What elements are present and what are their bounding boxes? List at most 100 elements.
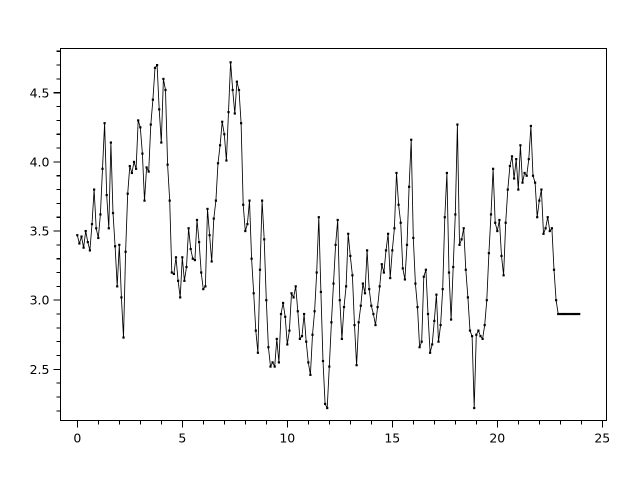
data-point bbox=[492, 167, 495, 170]
data-point bbox=[345, 285, 348, 288]
data-point bbox=[376, 306, 379, 309]
data-point bbox=[504, 221, 507, 224]
data-point bbox=[219, 144, 222, 147]
data-point bbox=[114, 245, 117, 248]
data-point bbox=[309, 373, 312, 376]
x-tick-label: 5 bbox=[178, 431, 186, 446]
data-point bbox=[135, 167, 138, 170]
data-point bbox=[172, 272, 175, 276]
data-point bbox=[567, 312, 570, 316]
data-point bbox=[462, 227, 465, 230]
x-tick-label: 10 bbox=[279, 431, 295, 446]
data-point bbox=[519, 144, 522, 147]
data-point bbox=[267, 346, 270, 349]
data-point bbox=[460, 238, 463, 241]
x-tick-label: 15 bbox=[384, 431, 400, 446]
data-point bbox=[531, 174, 535, 177]
data-point bbox=[151, 98, 154, 101]
data-point bbox=[536, 216, 539, 219]
data-point bbox=[193, 258, 196, 262]
data-point bbox=[195, 218, 199, 222]
y-axis-ticks bbox=[53, 50, 61, 412]
data-point bbox=[540, 188, 543, 191]
data-point bbox=[185, 265, 188, 269]
data-point bbox=[429, 351, 432, 354]
data-point bbox=[265, 299, 268, 302]
data-point bbox=[431, 343, 434, 346]
data-point bbox=[80, 235, 83, 238]
data-point bbox=[78, 242, 81, 245]
data-point bbox=[187, 227, 190, 230]
data-point bbox=[342, 306, 346, 309]
data-point bbox=[122, 336, 125, 339]
data-point bbox=[363, 292, 367, 295]
data-point bbox=[527, 158, 530, 161]
data-point bbox=[296, 310, 299, 313]
data-series bbox=[76, 61, 581, 410]
data-point bbox=[361, 282, 364, 285]
data-point bbox=[544, 227, 547, 230]
data-point bbox=[160, 141, 163, 144]
data-point bbox=[128, 164, 131, 168]
y-axis-tick-labels: 2.5 3.0 3.5 4.0 4.5 bbox=[30, 85, 50, 377]
data-point bbox=[105, 193, 108, 197]
data-point bbox=[130, 171, 133, 175]
data-point bbox=[510, 155, 514, 158]
data-point bbox=[118, 243, 121, 246]
data-point bbox=[103, 122, 106, 125]
data-point bbox=[435, 293, 438, 296]
data-point bbox=[288, 329, 291, 332]
data-point bbox=[481, 337, 484, 341]
data-point bbox=[569, 312, 572, 316]
data-point bbox=[208, 234, 211, 237]
x-tick-label: 25 bbox=[594, 431, 610, 446]
data-point bbox=[111, 211, 115, 215]
data-point bbox=[88, 249, 91, 252]
data-point bbox=[147, 170, 150, 173]
y-tick-label: 3.5 bbox=[30, 224, 50, 239]
data-point bbox=[479, 335, 482, 338]
data-point bbox=[422, 275, 425, 278]
data-point bbox=[235, 80, 238, 83]
data-point bbox=[170, 271, 173, 274]
data-point bbox=[552, 268, 556, 271]
data-point bbox=[292, 296, 295, 299]
data-point bbox=[275, 337, 278, 341]
data-point bbox=[303, 312, 306, 316]
data-point bbox=[248, 199, 251, 202]
data-point bbox=[557, 312, 560, 316]
data-point bbox=[489, 213, 493, 216]
y-tick-label: 3.0 bbox=[30, 293, 50, 308]
data-point bbox=[418, 346, 421, 349]
data-point bbox=[101, 167, 104, 170]
data-point bbox=[200, 271, 203, 274]
data-point bbox=[355, 364, 358, 367]
data-point bbox=[242, 203, 245, 206]
data-point bbox=[456, 123, 459, 126]
data-point bbox=[466, 296, 469, 299]
data-point bbox=[126, 192, 129, 195]
y-tick-label: 4.5 bbox=[30, 85, 50, 100]
data-point bbox=[132, 160, 136, 163]
data-point bbox=[279, 312, 283, 316]
data-point bbox=[414, 282, 417, 285]
data-point bbox=[216, 162, 220, 165]
x-tick-label: 0 bbox=[73, 431, 81, 446]
data-point bbox=[244, 229, 247, 233]
data-point bbox=[189, 247, 192, 251]
data-point bbox=[397, 203, 400, 206]
data-point bbox=[372, 312, 375, 316]
data-point bbox=[485, 299, 488, 302]
data-point bbox=[351, 274, 354, 277]
data-point bbox=[573, 312, 577, 316]
data-point bbox=[483, 323, 486, 327]
data-point bbox=[487, 252, 490, 255]
data-point bbox=[284, 315, 287, 318]
data-point bbox=[84, 229, 87, 233]
data-point bbox=[500, 254, 503, 258]
data-point bbox=[90, 223, 94, 226]
data-point bbox=[137, 119, 140, 122]
data-point bbox=[399, 221, 402, 224]
data-point bbox=[298, 337, 301, 341]
data-point bbox=[517, 188, 520, 191]
